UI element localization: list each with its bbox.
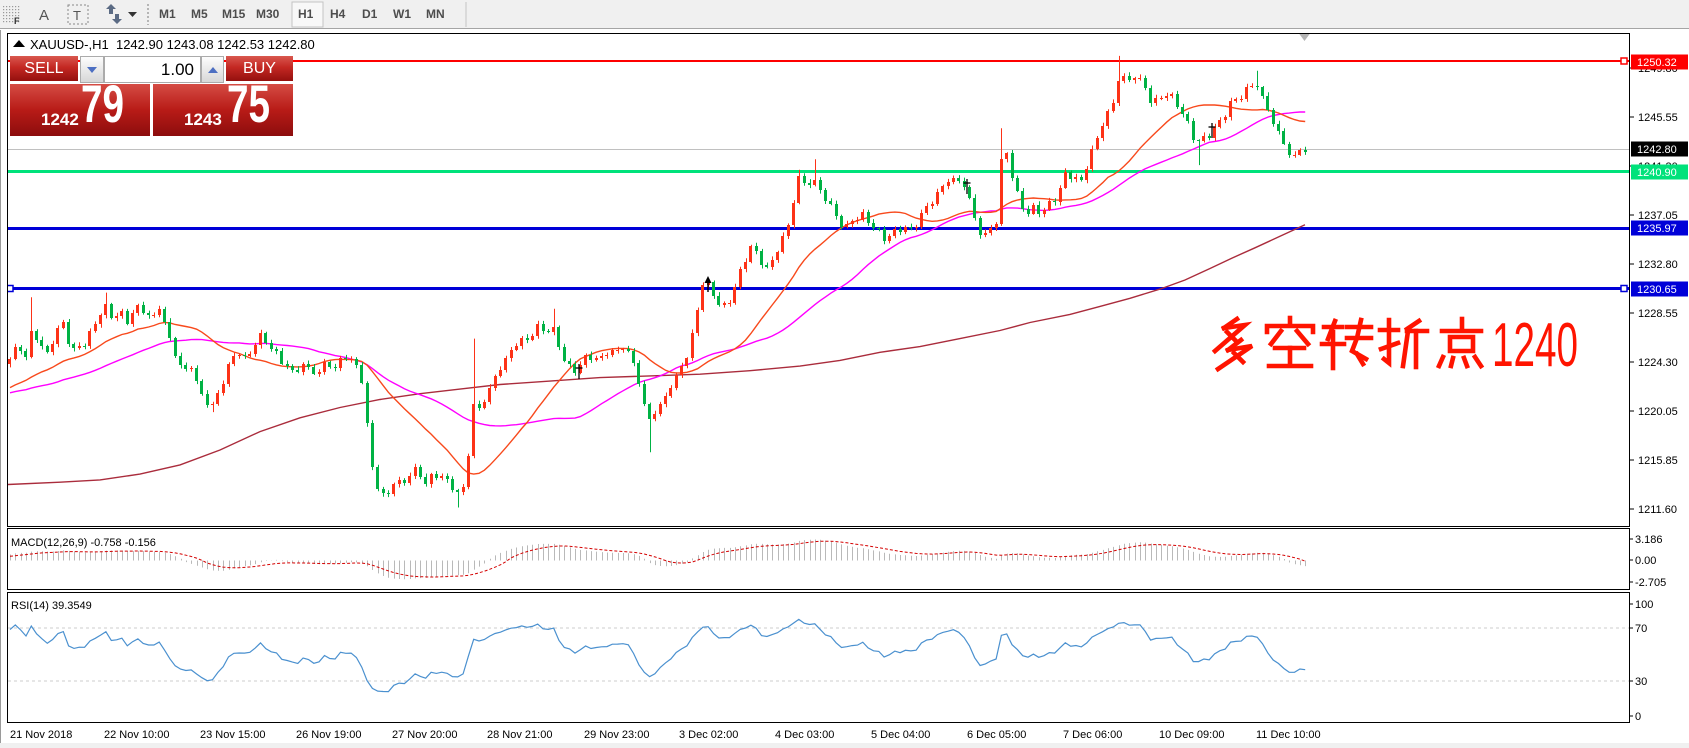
svg-text:1224.30: 1224.30: [1638, 357, 1678, 369]
svg-text:29 Nov 23:00: 29 Nov 23:00: [584, 729, 649, 741]
svg-text:1211.60: 1211.60: [1638, 504, 1677, 516]
svg-text:1245.55: 1245.55: [1638, 112, 1678, 124]
svg-text:A: A: [39, 7, 49, 24]
svg-text:1240: 1240: [1492, 311, 1578, 380]
svg-text:4 Dec 03:00: 4 Dec 03:00: [775, 729, 834, 741]
svg-text:F: F: [14, 16, 20, 26]
svg-text:1220.05: 1220.05: [1638, 406, 1678, 418]
svg-text:6 Dec 05:00: 6 Dec 05:00: [967, 729, 1026, 741]
svg-text:1215.85: 1215.85: [1638, 455, 1678, 467]
svg-text:100: 100: [1635, 599, 1653, 611]
svg-text:1237.05: 1237.05: [1638, 210, 1678, 222]
svg-text:3 Dec 02:00: 3 Dec 02:00: [679, 729, 738, 741]
svg-text:-2.705: -2.705: [1635, 577, 1666, 589]
svg-text:26 Nov 19:00: 26 Nov 19:00: [296, 729, 361, 741]
svg-text:10 Dec 09:00: 10 Dec 09:00: [1159, 729, 1224, 741]
svg-text:0: 0: [1635, 711, 1641, 723]
svg-text:7 Dec 06:00: 7 Dec 06:00: [1063, 729, 1122, 741]
svg-text:XAUUSD-,H1 1242.90 1243.08 12: XAUUSD-,H1 1242.90 1243.08 1242.53 1242.…: [30, 37, 315, 52]
svg-text:3.186: 3.186: [1635, 534, 1663, 546]
svg-text:1250.32: 1250.32: [1637, 57, 1677, 69]
svg-text:28 Nov 21:00: 28 Nov 21:00: [487, 729, 552, 741]
svg-text:5 Dec 04:00: 5 Dec 04:00: [871, 729, 930, 741]
svg-text:MACD(12,26,9) -0.758 -0.156: MACD(12,26,9) -0.758 -0.156: [11, 537, 156, 549]
svg-text:1232.80: 1232.80: [1638, 259, 1678, 271]
svg-text:21 Nov 2018: 21 Nov 2018: [10, 729, 72, 741]
svg-text:1230.65: 1230.65: [1637, 284, 1677, 296]
svg-text:30: 30: [1635, 676, 1647, 688]
svg-text:1242.80: 1242.80: [1637, 144, 1677, 156]
svg-text:23 Nov 15:00: 23 Nov 15:00: [200, 729, 265, 741]
svg-text:70: 70: [1635, 623, 1647, 635]
svg-text:RSI(14) 39.3549: RSI(14) 39.3549: [11, 600, 92, 612]
svg-text:1240.90: 1240.90: [1637, 167, 1677, 179]
svg-text:22 Nov 10:00: 22 Nov 10:00: [104, 729, 169, 741]
svg-text:1235.97: 1235.97: [1637, 223, 1677, 235]
svg-text:T: T: [73, 8, 81, 23]
svg-text:1228.55: 1228.55: [1638, 308, 1678, 320]
svg-text:11 Dec 10:00: 11 Dec 10:00: [1256, 729, 1321, 741]
svg-text:0.00: 0.00: [1635, 555, 1656, 567]
svg-text:27 Nov 20:00: 27 Nov 20:00: [392, 729, 457, 741]
